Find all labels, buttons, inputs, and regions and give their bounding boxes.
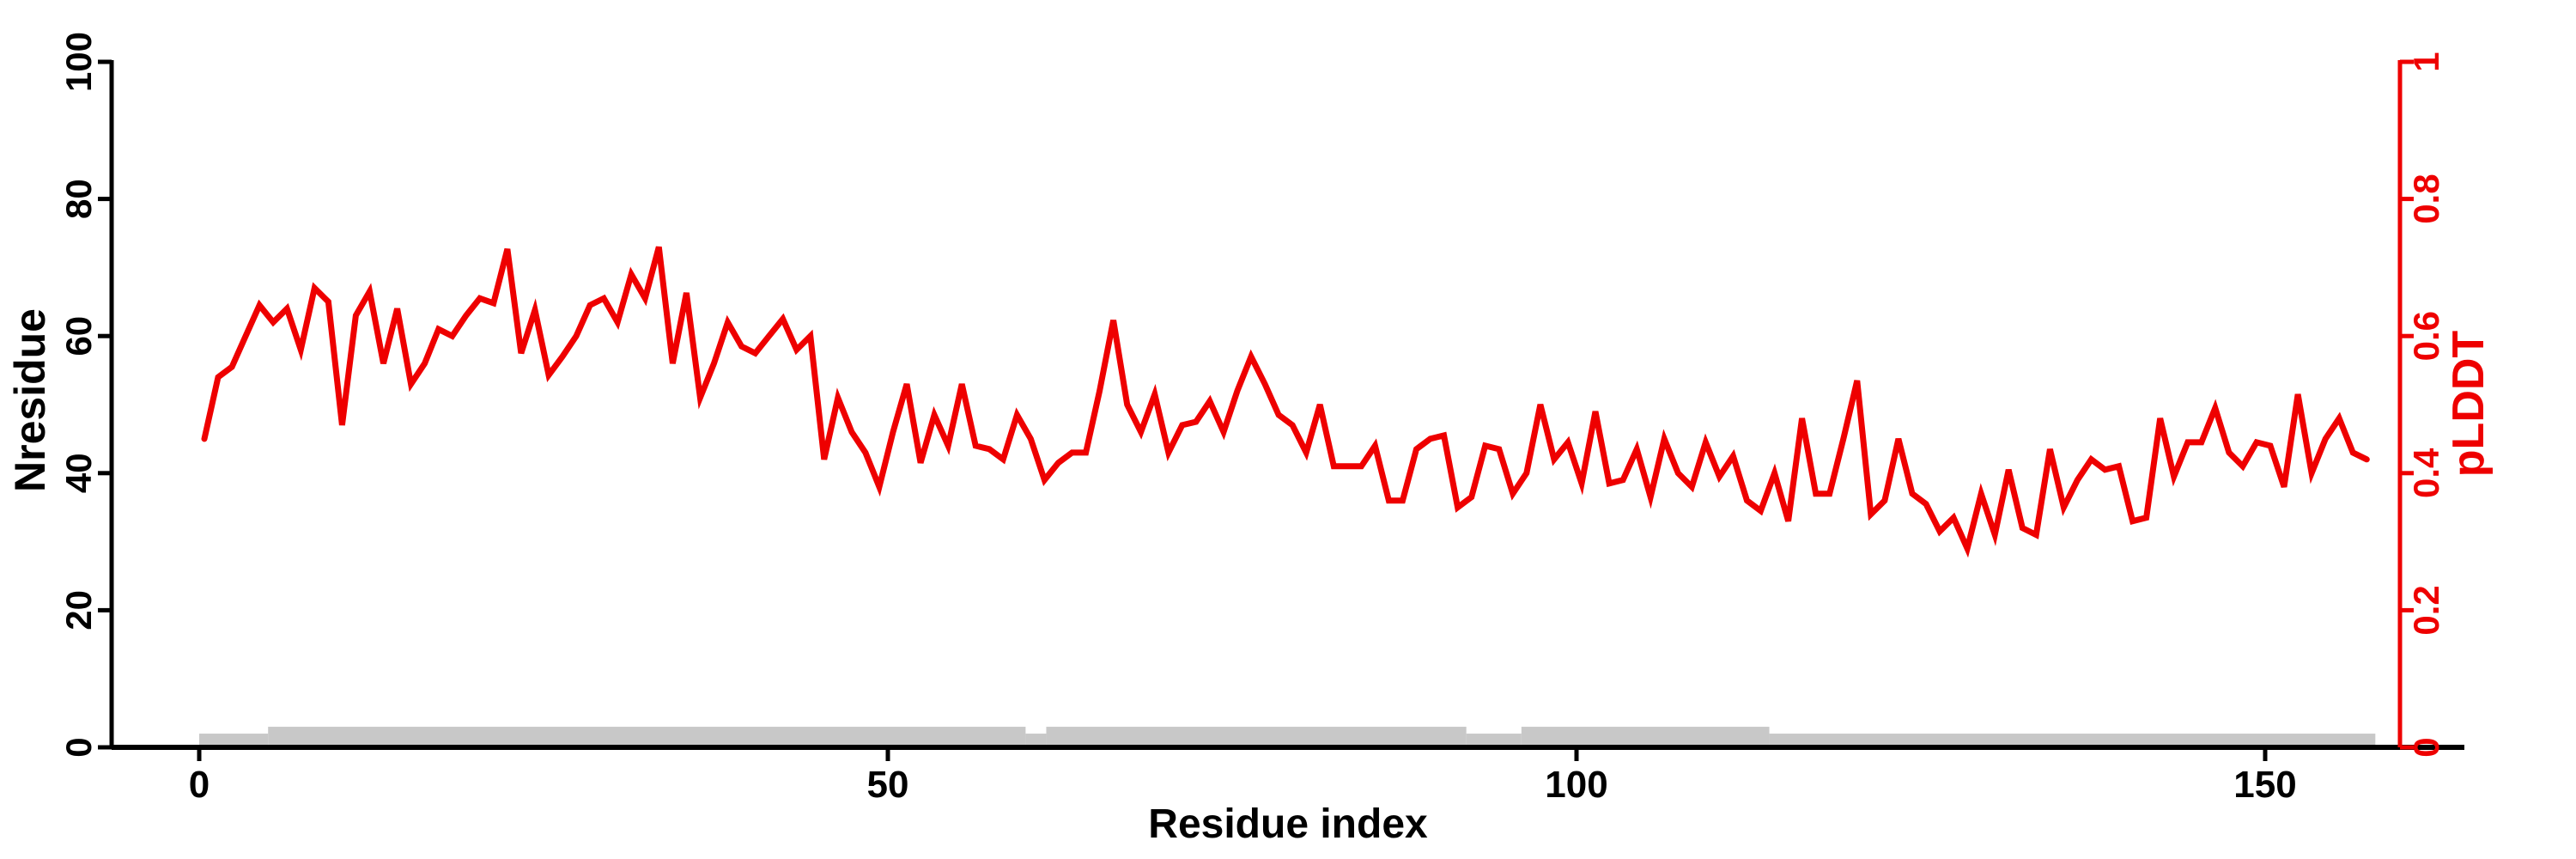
coverage-bar-segment	[1466, 734, 1522, 747]
right-tick-label: 0.8	[2406, 174, 2446, 223]
right-tick-label: 0.6	[2406, 311, 2446, 361]
x-tick-label: 0	[189, 764, 210, 806]
right-axis-ticks: 0 0.2 0.4 0.6 0.8 1	[2400, 52, 2446, 758]
x-tick-label: 150	[2233, 764, 2296, 806]
coverage-bar-segment	[1769, 734, 2376, 747]
coverage-bar-segment	[199, 734, 269, 747]
coverage-bar-segment	[1521, 727, 1770, 747]
left-tick-label: 80	[58, 179, 99, 219]
left-tick-label: 0	[58, 737, 99, 757]
x-tick-label: 100	[1545, 764, 1607, 806]
left-tick-label: 100	[58, 32, 99, 92]
x-axis-ticks: 0 50 100 150	[189, 747, 2297, 806]
right-tick-label: 0.4	[2406, 448, 2446, 498]
left-axis-ticks: 0 20 40 60 80 100	[58, 32, 112, 758]
plddt-line-series	[201, 246, 2370, 558]
x-axis-label: Residue index	[1148, 801, 1428, 847]
coverage-bars	[199, 727, 2376, 747]
right-axis-label: pLDDT	[2444, 331, 2494, 478]
coverage-bar-segment	[268, 727, 1026, 747]
right-tick-label: 1	[2406, 52, 2446, 71]
left-tick-label: 60	[58, 316, 99, 356]
left-axis-label: Nresidue	[6, 308, 54, 492]
right-tick-label: 0	[2406, 737, 2446, 757]
coverage-bar-segment	[1025, 734, 1047, 747]
coverage-bar-segment	[1046, 727, 1467, 747]
left-tick-label: 20	[58, 590, 99, 631]
left-tick-label: 40	[58, 453, 99, 493]
x-tick-label: 50	[867, 764, 909, 806]
right-tick-label: 0.2	[2406, 585, 2446, 635]
